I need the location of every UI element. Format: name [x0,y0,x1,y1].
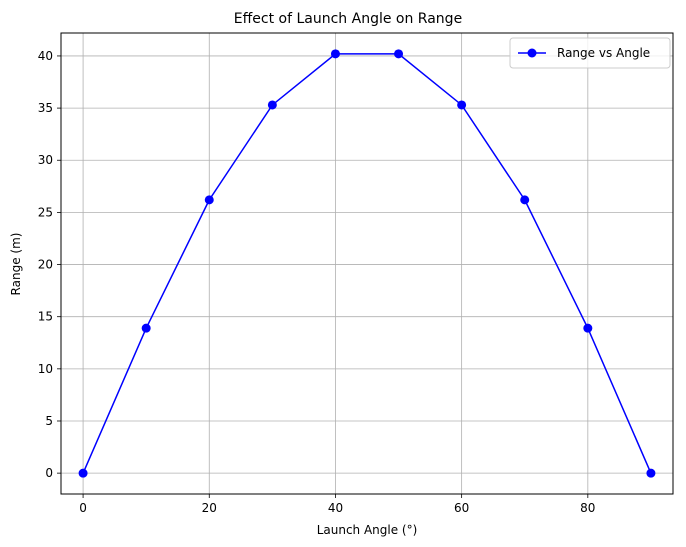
legend-label: Range vs Angle [557,46,650,60]
series-line [82,53,652,474]
data-point [78,468,88,478]
series-layer [78,49,656,478]
legend: Range vs Angle [509,37,671,69]
x-tick-label: 0 [79,501,87,515]
x-tick-label: 20 [202,501,217,515]
y-axis-label: Range (m) [9,233,23,296]
legend-box [509,37,671,69]
data-point [394,49,404,59]
y-ticks: 0 5 10 15 20 25 30 35 40 [38,49,61,480]
x-axis-label: Launch Angle (°) [317,523,418,537]
y-tick-label: 5 [45,414,53,428]
data-point [583,323,593,333]
data-point [457,100,467,110]
y-tick-label: 25 [38,205,53,219]
x-ticks: 0 20 40 60 80 [79,494,595,515]
data-point [204,195,214,205]
y-tick-label: 15 [38,310,53,324]
plot-frame [60,32,674,495]
x-tick-label: 60 [454,501,469,515]
y-tick-label: 40 [38,49,53,63]
y-tick-label: 0 [45,466,53,480]
data-point [646,468,656,478]
data-point [330,49,340,59]
x-tick-label: 80 [580,501,595,515]
legend-marker-swatch [527,48,537,58]
x-tick-label: 40 [328,501,343,515]
data-point [141,323,151,333]
y-tick-label: 20 [38,258,53,272]
y-tick-label: 30 [38,153,53,167]
data-point [267,100,277,110]
y-tick-label: 35 [38,101,53,115]
y-tick-label: 10 [38,362,53,376]
chart-title: Effect of Launch Angle on Range [234,11,462,27]
data-point [520,195,530,205]
